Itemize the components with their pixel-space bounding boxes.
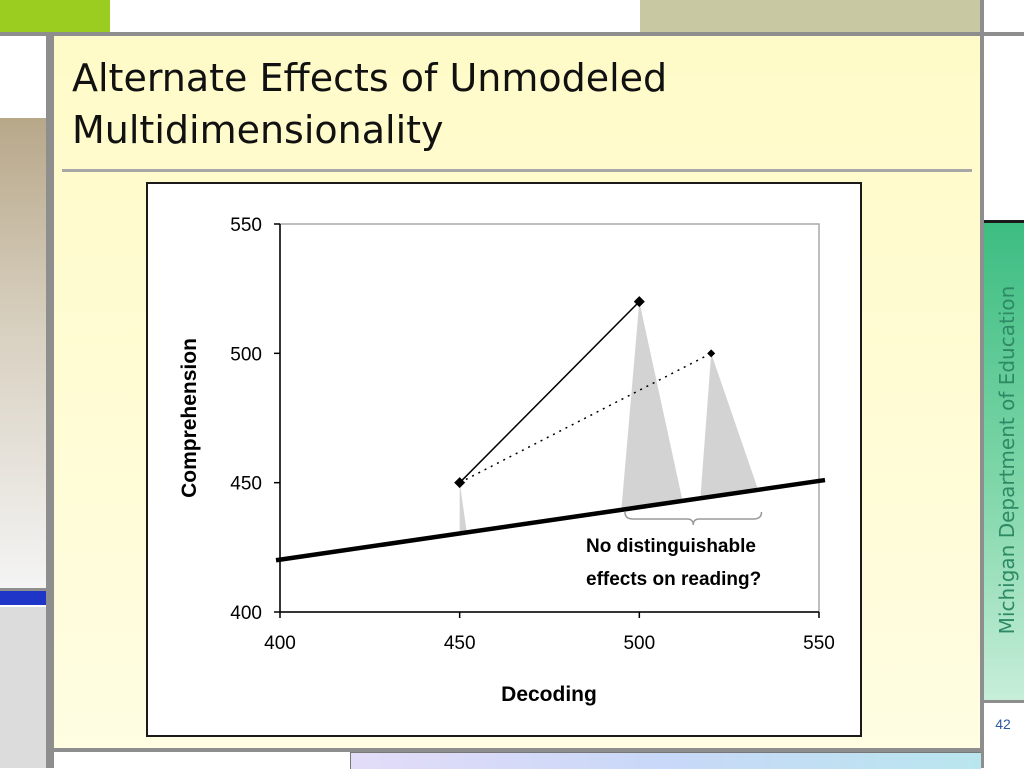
right-dark-rule (984, 220, 1024, 223)
side-organization-label: Michigan Department of Education (995, 285, 1019, 635)
right-vertical-rule (980, 0, 984, 768)
top-tan-block (640, 0, 980, 32)
slide-title: Alternate Effects of Unmodeled Multidime… (72, 56, 668, 152)
x-tick-label: 550 (803, 633, 835, 654)
series-line-1 (459, 301, 640, 484)
left-blue-accent (0, 591, 46, 605)
left-tan-gradient-block (0, 118, 46, 588)
y-tick-label: 450 (230, 474, 262, 495)
y-tick-label: 500 (230, 344, 262, 365)
top-right-white-block (984, 0, 1024, 32)
distribution-shape-2 (621, 301, 683, 510)
page-number: 42 (995, 716, 1011, 732)
x-tick-label: 500 (623, 633, 655, 654)
left-vertical-rule (46, 36, 54, 768)
distribution-shape-3 (700, 353, 758, 498)
right-green-band (984, 223, 1024, 700)
title-divider (62, 169, 972, 172)
top-green-block (0, 0, 110, 32)
left-white-block (0, 36, 46, 116)
series-line-2 (459, 352, 712, 484)
chart-frame: 400 450 500 550 400 450 500 550 No distinguisha… (146, 182, 862, 737)
y-axis-label: Comprehension (178, 338, 201, 498)
data-point-s2-2 (707, 349, 716, 358)
data-point-s1-2 (633, 296, 645, 308)
bottom-gray-rule (54, 748, 980, 752)
x-axis-label: Decoding (501, 683, 597, 706)
regression-line (275, 477, 826, 563)
left-gray-rule (0, 588, 46, 591)
bottom-left-white (54, 752, 348, 768)
top-gray-rule (0, 32, 1024, 36)
chart-svg: 400 450 500 550 400 450 500 550 No distinguisha… (178, 215, 835, 706)
annotation-text-line-2: effects on reading? (586, 569, 761, 590)
left-lightgray-block (0, 607, 46, 768)
right-white-top (984, 36, 1024, 220)
bottom-gradient-bar (350, 752, 981, 769)
annotation-brace (624, 511, 763, 526)
x-tick-label: 400 (264, 633, 296, 654)
y-tick-label: 400 (230, 603, 262, 624)
annotation-text-line-1: No distinguishable (586, 536, 756, 557)
top-white-block (112, 0, 638, 33)
y-tick-label: 550 (230, 215, 262, 236)
right-gray-rule (984, 700, 1024, 703)
distribution-shape-1 (459, 482, 467, 534)
x-tick-label: 450 (444, 633, 476, 654)
data-point-s2-1 (455, 478, 464, 487)
